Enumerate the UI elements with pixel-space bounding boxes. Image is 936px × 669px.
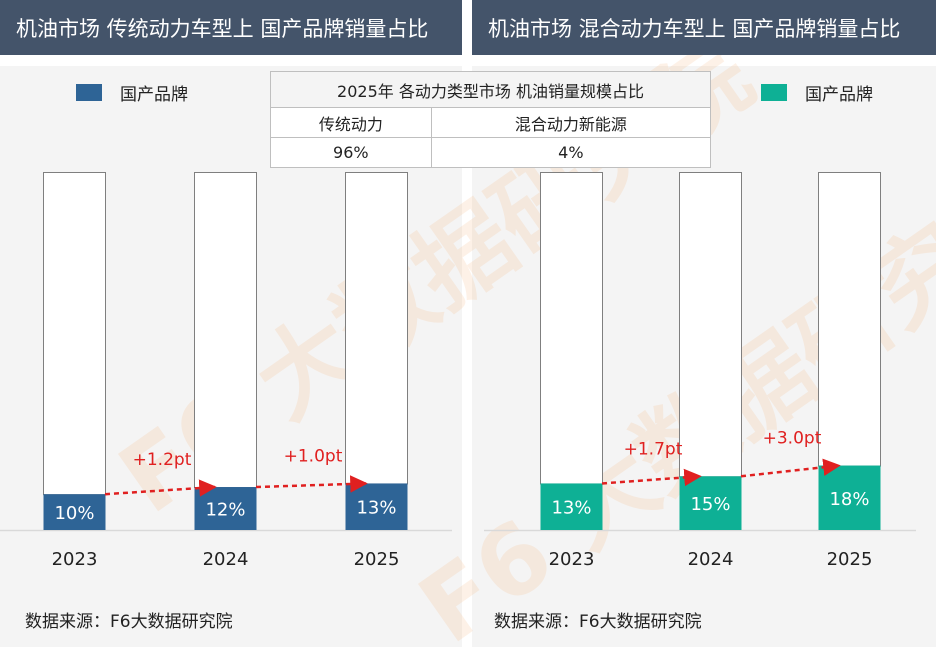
x-tick-label: 2024 xyxy=(203,549,249,570)
bar-data-label: 18% xyxy=(829,489,869,510)
legend-swatch-hybrid xyxy=(761,84,787,101)
x-tick-label: 2025 xyxy=(354,549,400,570)
bar-remainder xyxy=(43,172,106,496)
left-chart-header: 机油市场 传统动力车型上 国产品牌销量占比 xyxy=(0,0,462,55)
legend-label: 国产品牌 xyxy=(120,85,188,105)
trend-arrow xyxy=(601,468,702,487)
bar-remainder xyxy=(345,172,408,485)
bar-data-label: 15% xyxy=(690,494,730,515)
left-source-note: 数据来源：F6大数据研究院 xyxy=(25,612,233,632)
x-tick-label: 2024 xyxy=(688,549,734,570)
summary-value-traditional: 96% xyxy=(270,137,432,168)
x-tick-label: 2023 xyxy=(549,549,595,570)
delta-label: +3.0pt xyxy=(763,429,822,449)
delta-label: +1.7pt xyxy=(624,439,683,459)
delta-label: +1.0pt xyxy=(284,446,343,466)
bar xyxy=(818,465,881,530)
bar-data-label: 13% xyxy=(551,498,591,519)
legend-label: 国产品牌 xyxy=(805,85,873,105)
bar xyxy=(540,483,603,530)
bar-remainder xyxy=(679,172,742,478)
bar-remainder xyxy=(818,172,881,467)
trend-arrow xyxy=(104,479,217,497)
bar-data-label: 10% xyxy=(54,503,94,524)
delta-label: +1.2pt xyxy=(133,450,192,470)
bar-remainder xyxy=(194,172,257,489)
right-source-note: 数据来源：F6大数据研究院 xyxy=(494,612,702,632)
left-legend: 国产品牌 xyxy=(76,80,188,105)
bar-data-label: 13% xyxy=(356,498,396,519)
summary-column-traditional: 传统动力 xyxy=(270,107,432,138)
x-tick-label: 2025 xyxy=(827,549,873,570)
bar xyxy=(43,494,106,530)
summary-table-title: 2025年 各动力类型市场 机油销量规模占比 xyxy=(270,71,711,108)
trend-arrow xyxy=(255,475,368,493)
summary-value-hybrid: 4% xyxy=(430,137,712,168)
power-type-summary-table: 2025年 各动力类型市场 机油销量规模占比 传统动力 混合动力新能源 96% … xyxy=(270,71,712,168)
summary-column-hybrid: 混合动力新能源 xyxy=(430,107,712,138)
bar-data-label: 12% xyxy=(205,500,245,521)
bar-remainder xyxy=(540,172,603,485)
right-legend: 国产品牌 xyxy=(761,80,873,105)
bar-charts: 10% 2023 12% 2024 13% 2025 +1.2pt +1.0pt 13% 2023… xyxy=(0,172,916,570)
trend-arrow xyxy=(740,458,841,478)
right-chart-header: 机油市场 混合动力车型上 国产品牌销量占比 xyxy=(472,0,936,55)
x-tick-label: 2023 xyxy=(52,549,98,570)
legend-swatch-traditional xyxy=(76,84,102,101)
